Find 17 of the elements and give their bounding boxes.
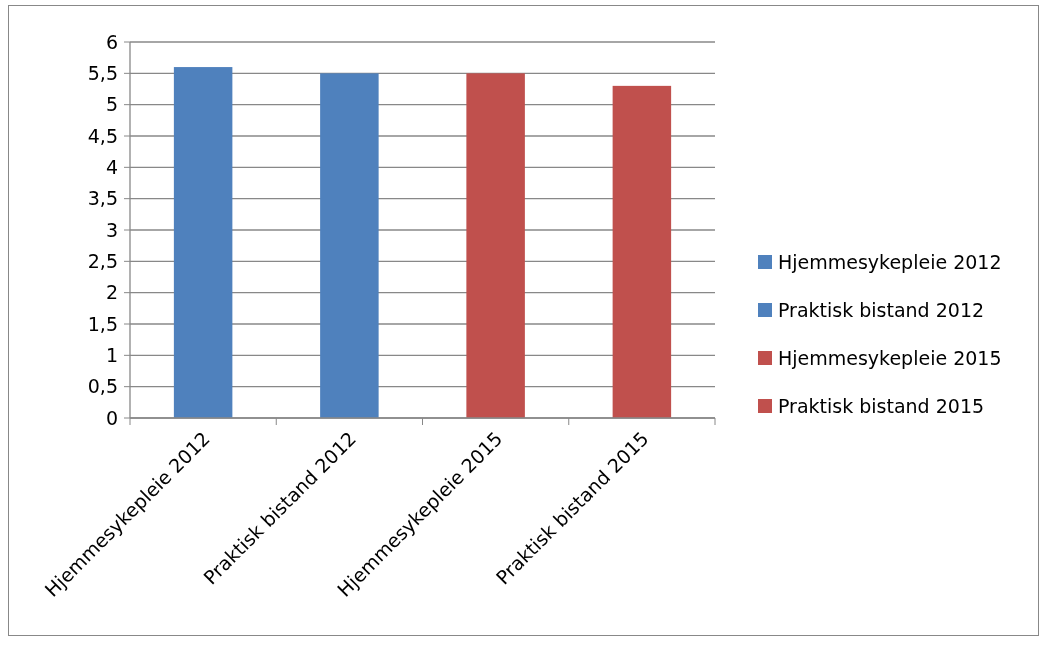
- y-tick-label: 3,5: [87, 187, 118, 210]
- y-tick-label: 6: [105, 30, 118, 53]
- y-tick-label: 4,5: [87, 124, 118, 147]
- legend-label: Hjemmesykepleie 2015: [778, 346, 1002, 369]
- y-tick-label: 1: [105, 343, 118, 366]
- y-tick-label: 5: [105, 93, 118, 116]
- y-tick-label: 0,5: [87, 375, 118, 398]
- legend-label: Praktisk bistand 2012: [778, 298, 985, 321]
- y-tick-label: 4: [105, 155, 118, 178]
- y-tick-label: 1,5: [87, 312, 118, 335]
- y-tick-label: 0: [105, 406, 118, 429]
- y-tick-label: 2,5: [87, 249, 118, 272]
- y-tick-label: 5,5: [87, 61, 118, 84]
- legend-label: Hjemmesykepleie 2012: [778, 250, 1002, 273]
- y-tick-label: 3: [105, 218, 118, 241]
- legend-label: Praktisk bistand 2015: [778, 394, 985, 417]
- y-tick-label: 2: [105, 281, 118, 304]
